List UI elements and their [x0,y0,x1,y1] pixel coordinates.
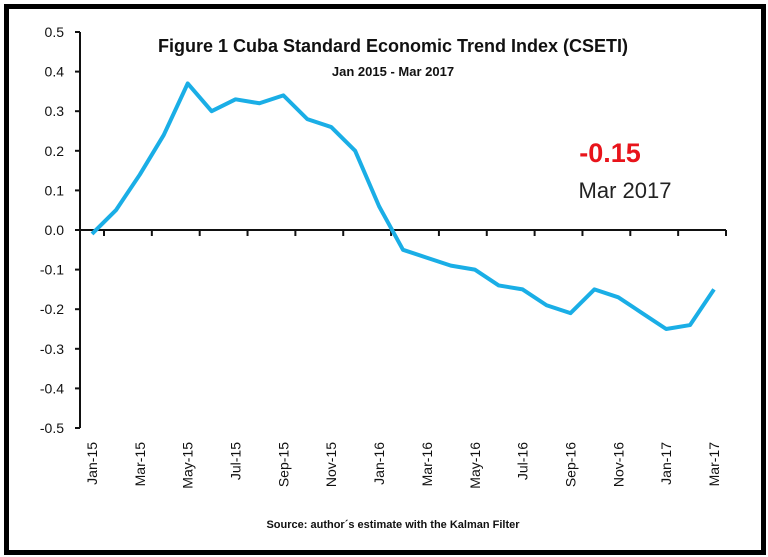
y-tick-label: 0.5 [45,24,65,40]
y-tick-label: 0.3 [45,103,65,119]
x-tick-label: Jul-15 [228,442,244,480]
y-tick-label: -0.3 [40,341,64,357]
chart-subtitle: Jan 2015 - Mar 2017 [332,64,454,79]
chart-frame [4,4,766,555]
y-tick-label: 0.0 [45,222,65,238]
y-tick-label: 0.1 [45,182,65,198]
annotation-label: Mar 2017 [579,178,672,203]
chart-title: Figure 1 Cuba Standard Economic Trend In… [158,36,628,56]
x-tick-label: Nov-15 [323,442,339,487]
x-tick-label: Mar-16 [419,442,435,487]
annotation-value: -0.15 [579,138,641,168]
x-tick-label: Mar-15 [132,442,148,487]
x-tick-label: May-16 [467,442,483,489]
y-tick-label: -0.1 [40,262,64,278]
source-note: Source: author´s estimate with the Kalma… [266,519,520,531]
x-tick-label: Sep-16 [562,442,578,487]
y-tick-label: -0.5 [40,420,64,436]
x-tick-label: Jan-16 [371,442,387,485]
x-tick-label: Jan-17 [658,442,674,485]
x-tick-label: Jan-15 [84,442,100,485]
y-tick-label: -0.4 [40,380,64,396]
y-tick-label: 0.4 [45,64,65,80]
y-tick-label: -0.2 [40,301,64,317]
x-tick-label: Jul-16 [515,442,531,480]
x-tick-label: Mar-17 [706,442,722,487]
x-tick-label: May-15 [180,442,196,489]
x-tick-label: Sep-15 [275,442,291,487]
y-tick-label: 0.2 [45,143,65,159]
cseti-series-line [90,81,716,331]
x-tick-label: Nov-16 [610,442,626,487]
